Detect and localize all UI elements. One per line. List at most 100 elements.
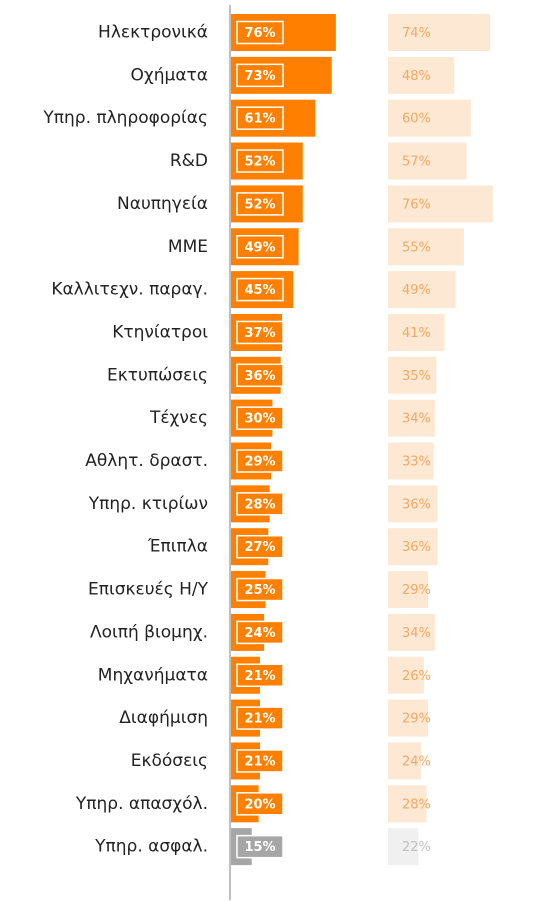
value-box [236,149,284,173]
value-label: 35% [402,369,431,384]
value-label: 60% [402,112,431,127]
value-label: 49% [244,240,275,255]
category-label: Λοιπή βιομηχ. [90,622,208,642]
value-box [236,534,284,559]
value-label: 36% [402,497,431,512]
value-label: 52% [244,197,275,212]
bar [388,185,493,223]
value-label: 34% [402,626,431,641]
value-label: 76% [402,197,431,212]
category-label: Υπηρ. κτιρίων [88,494,208,514]
bar [388,14,491,51]
bar [388,485,438,523]
value-label: 36% [244,369,275,384]
value-label: 27% [244,540,275,555]
value-label: 29% [244,455,275,470]
value-label: 36% [402,540,431,555]
category-label: Υπηρ. απασχόλ. [75,794,208,814]
bar [388,99,471,137]
value-label: 57% [402,155,431,170]
bar [388,613,435,651]
value-label: 41% [402,326,431,341]
value-box [236,106,284,130]
value-box [236,20,284,45]
value-box [236,577,284,602]
value-label: 73% [244,69,275,84]
bar [388,699,429,737]
bar [388,271,456,309]
category-label: ΜΜΕ [168,237,208,257]
value-box [236,792,284,816]
bar [388,528,438,566]
value-label: 15% [244,840,275,855]
category-label: Καλλιτεχν. παραγ. [51,280,208,300]
category-label: Ναυπηγεία [117,194,208,214]
category-label: R&D [170,151,208,171]
bar [388,656,424,694]
bar [388,442,434,480]
bar [388,399,435,437]
value-label: 45% [244,283,275,298]
value-box [236,277,284,302]
value-label: 29% [402,583,431,598]
value-label: 24% [402,754,431,769]
category-label: Επισκευές Η/Υ [88,580,209,600]
value-box [236,663,284,687]
value-label: 21% [244,712,275,727]
value-label: 24% [244,626,275,641]
category-label: Διαφήμιση [119,708,208,728]
bar [388,828,419,866]
category-label: Υπηρ. πληροφορίας [42,108,208,128]
category-label: Εκτυπώσεις [107,365,208,385]
value-label: 25% [244,583,275,598]
category-label: Εκδόσεις [131,751,208,771]
value-label: 22% [402,840,431,855]
category-label: Κτηνίατροι [112,322,208,342]
value-label: 37% [244,326,275,341]
value-label: 29% [402,712,431,727]
value-label: 33% [402,455,431,470]
value-box [236,406,284,430]
category-label: Ηλεκτρονικά [98,23,208,43]
category-label: Τέχνες [149,408,208,428]
category-label: Αθλητ. δραστ. [85,451,208,471]
value-label: 20% [244,797,275,812]
value-box [236,320,284,345]
value-label: 52% [244,155,275,170]
value-label: 48% [402,69,431,84]
value-label: 21% [244,754,275,769]
value-label: 34% [402,412,431,427]
category-label: Υπηρ. ασφαλ. [94,837,208,857]
value-box [236,620,284,645]
bar [388,313,445,351]
value-label: 28% [244,497,275,512]
category-label: Οχήματα [131,65,208,85]
value-box [236,449,284,473]
bar [388,356,437,394]
value-label: 21% [244,669,275,684]
value-box [236,834,284,859]
category-label: Μηχανήματα [98,665,208,685]
value-label: 49% [402,283,431,298]
value-box [236,492,284,516]
value-box [236,63,284,88]
value-label: 74% [402,26,431,41]
value-box [236,706,284,730]
bar [388,142,467,180]
value-box [236,363,284,388]
value-label: 55% [402,240,431,255]
value-label: 61% [244,112,275,127]
category-label: Έπιπλα [147,537,208,557]
bar [388,571,429,609]
value-label: 76% [244,26,275,41]
bar [388,742,422,780]
value-box [236,235,284,259]
bar [388,785,427,823]
bar [388,228,464,266]
bar [388,56,455,94]
value-label: 26% [402,669,431,684]
value-label: 28% [402,797,431,812]
value-box [236,192,284,216]
value-box [236,749,284,773]
